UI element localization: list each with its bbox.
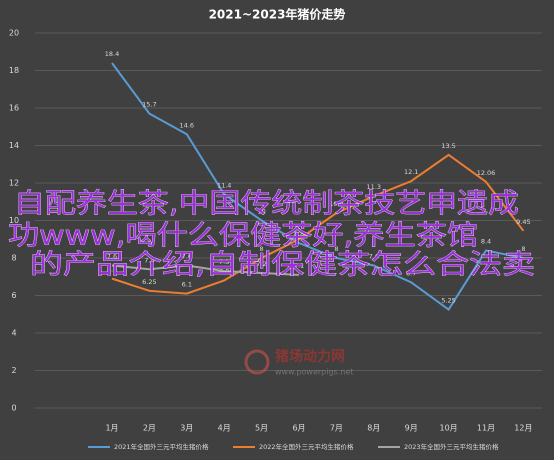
data-label: 18.4 bbox=[105, 50, 119, 58]
y-tick-label: 4 bbox=[11, 329, 16, 338]
data-label: 7.4 bbox=[144, 256, 154, 264]
data-label: 6.1 bbox=[182, 281, 192, 289]
y-tick-label: 10 bbox=[9, 216, 19, 225]
watermark-logo: 猪场动力网 bbox=[274, 348, 345, 365]
data-label: 8 bbox=[260, 245, 264, 253]
x-tick-label: 5月 bbox=[255, 424, 268, 433]
y-tick-label: 0 bbox=[11, 404, 16, 413]
data-label: 11.4 bbox=[217, 181, 231, 189]
data-label: 13.5 bbox=[441, 142, 455, 150]
data-label: 7.6 bbox=[369, 253, 379, 261]
legend-label: 2022年全国外三元平均生猪价格 bbox=[259, 442, 354, 451]
y-tick-label: 18 bbox=[9, 66, 19, 75]
x-tick-label: 1月 bbox=[105, 424, 118, 433]
data-label: 6.25 bbox=[142, 278, 156, 286]
data-label: 8 bbox=[521, 245, 525, 253]
series-line bbox=[111, 264, 300, 276]
y-tick-label: 14 bbox=[9, 141, 19, 150]
watermark-url: www.powerpigs.net bbox=[275, 368, 353, 377]
x-tick-label: 10月 bbox=[440, 424, 458, 433]
data-label: 6.7 bbox=[406, 269, 416, 277]
data-label: 14.6 bbox=[180, 121, 194, 129]
data-label: 9.45 bbox=[516, 218, 530, 226]
x-tick-label: 11月 bbox=[477, 424, 495, 433]
watermark: 猪场动力网 www.powerpigs.net bbox=[244, 348, 353, 377]
data-label: 12.1 bbox=[404, 168, 418, 176]
x-tick-label: 12月 bbox=[514, 424, 532, 433]
data-label: 9 bbox=[297, 226, 301, 234]
x-tick-label: 9月 bbox=[405, 424, 418, 433]
y-tick-label: 20 bbox=[9, 29, 19, 38]
y-tick-label: 16 bbox=[9, 104, 19, 113]
data-label: 7.2 bbox=[256, 260, 266, 268]
data-label: 15.7 bbox=[142, 101, 156, 109]
y-tick-label: 2 bbox=[11, 366, 16, 375]
data-label: 11.3 bbox=[367, 183, 381, 191]
legend-label: 2023年全国外三元平均生猪价格 bbox=[404, 442, 499, 451]
data-label: 7.6 bbox=[182, 253, 192, 261]
x-tick-label: 7月 bbox=[330, 424, 343, 433]
x-tick-label: 4月 bbox=[218, 424, 231, 433]
watermark-icon bbox=[244, 349, 270, 375]
data-label: 6.9 bbox=[107, 266, 117, 274]
data-label: 8 bbox=[334, 245, 338, 253]
overlay-text: 自配养生茶,中国传统制茶技艺申遗成 bbox=[14, 189, 519, 220]
overlay-text: 的产品介绍,自制保健茶怎么合法卖 bbox=[30, 250, 535, 281]
data-label: 8.8 bbox=[294, 230, 304, 238]
x-tick-label: 3月 bbox=[180, 424, 193, 433]
data-label: 7.3 bbox=[219, 258, 229, 266]
data-label: 7.1 bbox=[294, 262, 304, 270]
series-line bbox=[111, 62, 524, 311]
data-label: 7.6 bbox=[107, 253, 117, 261]
data-label: 10 bbox=[257, 208, 265, 216]
y-tick-label: 12 bbox=[9, 179, 19, 188]
overlay-text: 功www,喝什么保健茶好,养生茶馆 bbox=[8, 221, 478, 252]
data-label: 12.06 bbox=[477, 169, 496, 177]
y-tick-label: 8 bbox=[11, 254, 16, 263]
x-tick-label: 8月 bbox=[367, 424, 380, 433]
x-tick-label: 6月 bbox=[292, 424, 305, 433]
y-tick-label: 6 bbox=[11, 291, 16, 300]
data-label: 5.25 bbox=[441, 297, 455, 305]
x-tick-label: 2月 bbox=[143, 424, 156, 433]
data-label: 8.4 bbox=[481, 238, 491, 246]
chart-title: 2021~2023年猪价走势 bbox=[209, 7, 346, 22]
series-line bbox=[111, 153, 525, 295]
legend-label: 2021年全国外三元平均生猪价格 bbox=[114, 442, 209, 451]
data-label: 10.4 bbox=[329, 200, 343, 208]
